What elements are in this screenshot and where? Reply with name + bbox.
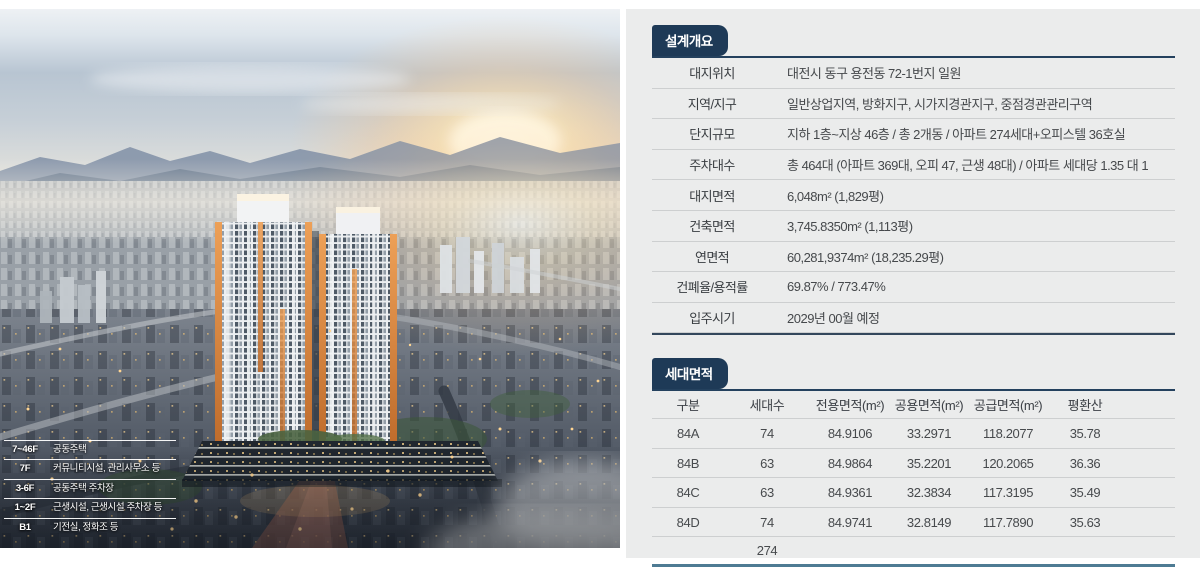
unit-area-row: 84C 63 84.9361 32.3834 117.3195 35.49 bbox=[652, 478, 1175, 508]
design-row-label: 건폐율/용적률 bbox=[676, 280, 748, 296]
design-overview-row: 건축면적 3,745.8350m² (1,113평) bbox=[652, 211, 1175, 242]
unit-area-section: 세대면적 구분 세대수 전용면적(m²) 공용면적(m²) 공급면적(m²) 평… bbox=[652, 358, 1175, 567]
aerial-scene-graphic bbox=[0, 9, 620, 548]
project-info-panel: 설계개요 대지위치 대전시 동구 용전동 72-1번지 일원 지역/지구 일반상… bbox=[626, 9, 1200, 567]
unit-area-column-header: 공용면적(m²) bbox=[894, 398, 964, 414]
unit-area-column-header: 세대수 bbox=[749, 398, 785, 414]
unit-area-header: 세대면적 bbox=[652, 358, 1175, 392]
floor-use-label: 커뮤니티시설, 관리사무소 등 bbox=[53, 463, 160, 474]
design-row-value: 총 464대 (아파트 369대, 오피 47, 근생 48대) / 아파트 세… bbox=[787, 158, 1149, 174]
common-area-cell: 32.8149 bbox=[906, 514, 952, 530]
supply-area-cell: 118.2077 bbox=[982, 426, 1034, 442]
common-area-cell: 35.2201 bbox=[906, 455, 952, 471]
floor-use-label: 기전실, 정화조 등 bbox=[53, 521, 119, 533]
design-overview-row: 주차대수 총 464대 (아파트 369대, 오피 47, 근생 48대) / … bbox=[652, 150, 1175, 181]
design-row-value: 2029년 00월 예정 bbox=[787, 311, 880, 327]
floor-range-label: B1 bbox=[19, 521, 31, 533]
exclusive-area-cell: 84.9106 bbox=[827, 426, 873, 442]
design-row-label: 지역/지구 bbox=[687, 96, 737, 112]
supply-area-cell: 120.2065 bbox=[982, 455, 1034, 471]
design-row-value: 60,281,9374m² (18,235.29평) bbox=[787, 249, 944, 265]
pyeong-cell: 35.78 bbox=[1069, 426, 1101, 442]
design-row-label: 대지위치 bbox=[689, 66, 735, 82]
floor-use-label: 공동주택 bbox=[53, 443, 87, 455]
floor-range-label: 7~46F bbox=[12, 443, 38, 455]
design-overview-row: 건폐율/용적률 69.87% / 773.47% bbox=[652, 272, 1175, 303]
pyeong-cell: 35.49 bbox=[1069, 485, 1101, 501]
pyeong-cell: 36.36 bbox=[1069, 455, 1101, 471]
design-row-value: 69.87% / 773.47% bbox=[787, 279, 886, 295]
unit-area-column-header: 평환산 bbox=[1067, 398, 1103, 414]
design-row-label: 입주시기 bbox=[689, 311, 735, 327]
floor-legend-row: 1~2F 근생시설, 근생시설 주차장 등 bbox=[4, 498, 176, 518]
unit-type-cell: 84B bbox=[677, 455, 699, 471]
unit-type-cell: 84A bbox=[677, 426, 699, 442]
supply-area-cell: 117.7890 bbox=[982, 514, 1034, 530]
unit-area-table: 구분 세대수 전용면적(m²) 공용면적(m²) 공급면적(m²) 평환산 84… bbox=[652, 391, 1175, 567]
unit-area-total-row: 274 bbox=[652, 537, 1175, 564]
unit-area-header-row: 구분 세대수 전용면적(m²) 공용면적(m²) 공급면적(m²) 평환산 bbox=[652, 391, 1175, 420]
design-overview-row: 단지규모 지하 1층~지상 46층 / 총 2개동 / 아파트 274세대+오피… bbox=[652, 119, 1175, 150]
exclusive-area-cell: 84.9741 bbox=[827, 514, 873, 530]
unit-count-cell: 63 bbox=[760, 485, 774, 501]
unit-area-column-header: 전용면적(m²) bbox=[815, 398, 885, 414]
design-row-value: 3,745.8350m² (1,113평) bbox=[787, 219, 913, 235]
pyeong-cell: 35.63 bbox=[1069, 514, 1101, 530]
unit-area-row: 84B 63 84.9864 35.2201 120.2065 36.36 bbox=[652, 449, 1175, 479]
unit-area-row: 84D 74 84.9741 32.8149 117.7890 35.63 bbox=[652, 508, 1175, 538]
design-overview-header: 설계개요 bbox=[652, 25, 1175, 58]
design-overview-row: 대지면적 6,048m² (1,829평) bbox=[652, 180, 1175, 211]
unit-count-cell: 63 bbox=[760, 455, 774, 471]
supply-area-cell: 117.3195 bbox=[982, 485, 1034, 501]
unit-area-column-header: 구분 bbox=[676, 398, 700, 414]
floor-use-label: 공동주택 주차장 bbox=[53, 482, 114, 494]
floor-range-label: 7F bbox=[19, 463, 31, 474]
design-overview-row: 지역/지구 일반상업지역, 방화지구, 시가지경관지구, 중점경관관리구역 bbox=[652, 89, 1175, 120]
floor-legend-row: 3-6F 공동주택 주차장 bbox=[4, 478, 176, 499]
design-row-value: 일반상업지역, 방화지구, 시가지경관지구, 중점경관관리구역 bbox=[787, 96, 1093, 112]
floor-use-label: 근생시설, 근생시설 주차장 등 bbox=[53, 502, 163, 513]
design-row-value: 대전시 동구 용전동 72-1번지 일원 bbox=[787, 66, 962, 82]
floor-range-label: 3-6F bbox=[15, 482, 35, 494]
design-overview-row: 대지위치 대전시 동구 용전동 72-1번지 일원 bbox=[652, 58, 1175, 89]
design-row-value: 6,048m² (1,829평) bbox=[787, 188, 884, 204]
unit-count-cell: 74 bbox=[760, 426, 774, 442]
exclusive-area-cell: 84.9864 bbox=[827, 455, 873, 471]
floor-legend-row: 7~46F 공동주택 bbox=[4, 439, 176, 460]
unit-type-cell: 84D bbox=[676, 514, 700, 530]
common-area-cell: 33.2971 bbox=[906, 426, 952, 442]
design-overview-title: 설계개요 bbox=[652, 25, 728, 56]
design-row-label: 연면적 bbox=[694, 249, 730, 265]
floor-legend-row: 7F 커뮤니티시설, 관리사무소 등 bbox=[4, 459, 176, 479]
design-overview-row: 연면적 60,281,9374m² (18,235.29평) bbox=[652, 242, 1175, 273]
total-unit-count: 274 bbox=[756, 543, 778, 559]
site-aerial-rendering: 7~46F 공동주택 7F 커뮤니티시설, 관리사무소 등 3-6F 공동주택 … bbox=[0, 9, 620, 548]
common-area-cell: 32.3834 bbox=[906, 485, 952, 501]
design-overview-row: 입주시기 2029년 00월 예정 bbox=[652, 303, 1175, 334]
design-row-label: 단지규모 bbox=[689, 127, 735, 143]
design-overview-section: 설계개요 대지위치 대전시 동구 용전동 72-1번지 일원 지역/지구 일반상… bbox=[652, 25, 1175, 336]
floor-range-label: 1~2F bbox=[14, 502, 36, 513]
design-row-value: 지하 1층~지상 46층 / 총 2개동 / 아파트 274세대+오피스텔 36… bbox=[787, 127, 1126, 143]
unit-type-cell: 84C bbox=[676, 485, 700, 501]
unit-count-cell: 74 bbox=[760, 514, 774, 530]
floor-legend: 7~46F 공동주택 7F 커뮤니티시설, 관리사무소 등 3-6F 공동주택 … bbox=[4, 439, 176, 538]
design-row-label: 주차대수 bbox=[689, 158, 735, 174]
floor-legend-row: B1 기전실, 정화조 등 bbox=[4, 517, 176, 538]
design-row-label: 대지면적 bbox=[689, 188, 735, 204]
unit-area-column-header: 공급면적(m²) bbox=[973, 398, 1043, 414]
design-overview-table: 대지위치 대전시 동구 용전동 72-1번지 일원 지역/지구 일반상업지역, … bbox=[652, 58, 1175, 336]
unit-area-title: 세대면적 bbox=[652, 358, 728, 390]
design-row-label: 건축면적 bbox=[689, 219, 735, 235]
unit-area-row: 84A 74 84.9106 33.2971 118.2077 35.78 bbox=[652, 419, 1175, 449]
exclusive-area-cell: 84.9361 bbox=[827, 485, 873, 501]
